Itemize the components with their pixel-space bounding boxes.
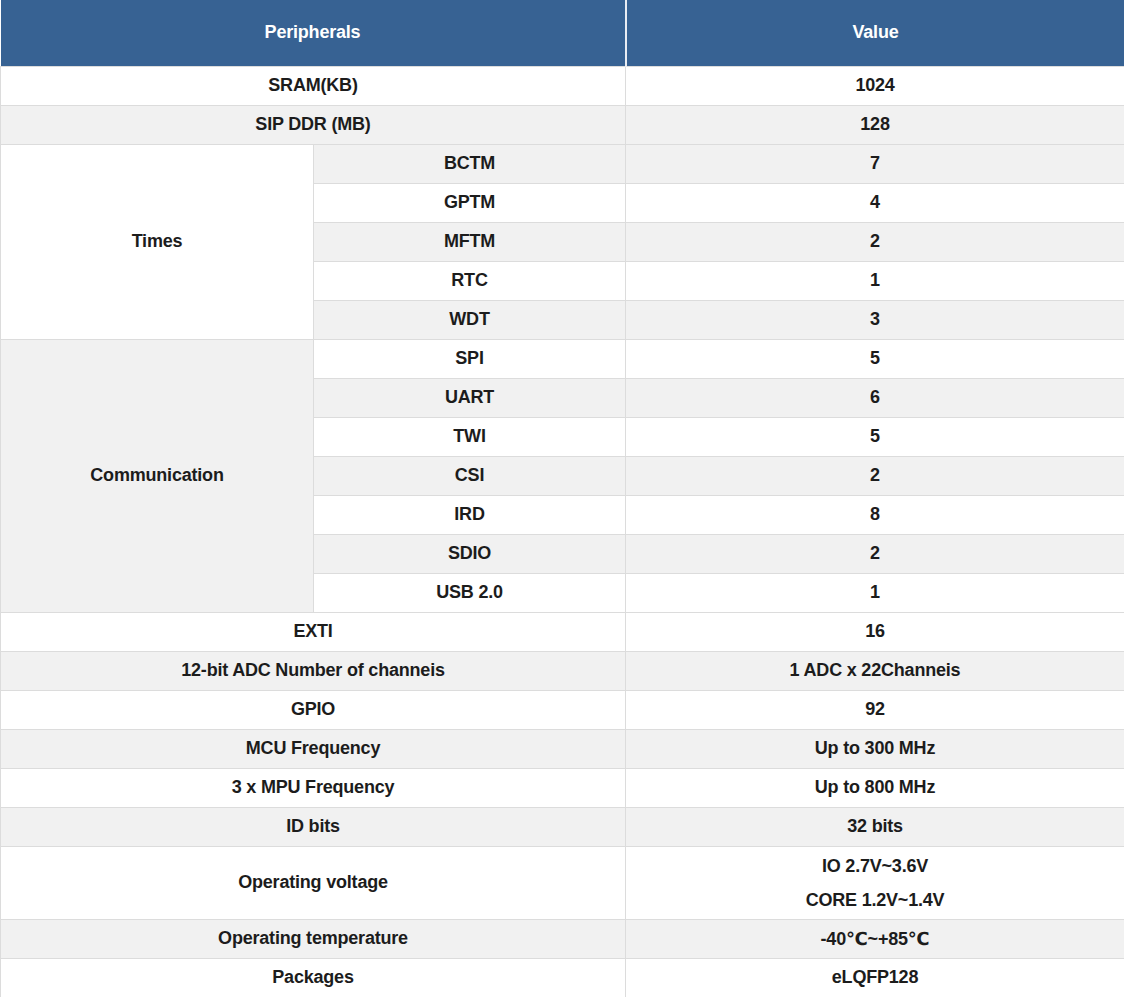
value-cell: 2: [626, 534, 1124, 573]
value-cell: -40℃~+85℃: [626, 919, 1124, 958]
value-cell: 1024: [626, 66, 1124, 105]
value-cell: 5: [626, 417, 1124, 456]
peripheral-cell: CSI: [314, 456, 626, 495]
header-value: Value: [626, 0, 1124, 66]
peripheral-cell: 12-bit ADC Number of channeis: [1, 651, 626, 690]
peripheral-cell: Operating voltage: [1, 846, 626, 919]
value-cell: 5: [626, 339, 1124, 378]
peripheral-cell: MCU Frequency: [1, 729, 626, 768]
header-peripherals: Peripherals: [1, 0, 626, 66]
value-cell: 32 bits: [626, 807, 1124, 846]
value-cell: 1 ADC x 22Channeis: [626, 651, 1124, 690]
value-cell: 16: [626, 612, 1124, 651]
group-cell-times: Times: [1, 144, 314, 339]
value-cell: 8: [626, 495, 1124, 534]
value-cell: IO 2.7V~3.6V CORE 1.2V~1.4V: [626, 846, 1124, 919]
voltage-io-line: IO 2.7V~3.6V: [626, 849, 1124, 883]
table-row: MCU Frequency Up to 300 MHz: [1, 729, 1124, 768]
table-row: EXTI 16: [1, 612, 1124, 651]
header-row: Peripherals Value: [1, 0, 1124, 66]
peripheral-cell: 3 x MPU Frequency: [1, 768, 626, 807]
table-row: SRAM(KB) 1024: [1, 66, 1124, 105]
peripheral-cell: USB 2.0: [314, 573, 626, 612]
peripheral-cell: Operating temperature: [1, 919, 626, 958]
group-cell-communication: Communication: [1, 339, 314, 612]
peripheral-cell: SRAM(KB): [1, 66, 626, 105]
value-cell: 2: [626, 456, 1124, 495]
peripheral-cell: Packages: [1, 958, 626, 997]
value-cell: 7: [626, 144, 1124, 183]
value-cell: 92: [626, 690, 1124, 729]
peripheral-cell: SIP DDR (MB): [1, 105, 626, 144]
table-row: ID bits 32 bits: [1, 807, 1124, 846]
value-cell: 128: [626, 105, 1124, 144]
peripheral-cell: GPTM: [314, 183, 626, 222]
peripheral-cell: IRD: [314, 495, 626, 534]
value-cell: 2: [626, 222, 1124, 261]
table-row: Packages eLQFP128: [1, 958, 1124, 997]
peripheral-cell: EXTI: [1, 612, 626, 651]
table-row: 12-bit ADC Number of channeis 1 ADC x 22…: [1, 651, 1124, 690]
value-cell: Up to 300 MHz: [626, 729, 1124, 768]
table-row: SIP DDR (MB) 128: [1, 105, 1124, 144]
peripherals-spec-page: Peripherals Value SRAM(KB) 1024 SIP DDR …: [0, 0, 1124, 997]
peripheral-cell: UART: [314, 378, 626, 417]
value-cell: 3: [626, 300, 1124, 339]
peripheral-cell: BCTM: [314, 144, 626, 183]
table-row: GPIO 92: [1, 690, 1124, 729]
table-row: Operating voltage IO 2.7V~3.6V CORE 1.2V…: [1, 846, 1124, 919]
table-row: Times BCTM 7: [1, 144, 1124, 183]
peripheral-cell: TWI: [314, 417, 626, 456]
value-cell: 1: [626, 573, 1124, 612]
peripheral-cell: GPIO: [1, 690, 626, 729]
peripheral-cell: MFTM: [314, 222, 626, 261]
table-row: Operating temperature -40℃~+85℃: [1, 919, 1124, 958]
peripherals-spec-table: Peripherals Value SRAM(KB) 1024 SIP DDR …: [0, 0, 1124, 997]
table-row: 3 x MPU Frequency Up to 800 MHz: [1, 768, 1124, 807]
value-cell: 1: [626, 261, 1124, 300]
voltage-core-line: CORE 1.2V~1.4V: [626, 883, 1124, 917]
value-cell: Up to 800 MHz: [626, 768, 1124, 807]
value-cell: 6: [626, 378, 1124, 417]
peripheral-cell: WDT: [314, 300, 626, 339]
table-row: Communication SPI 5: [1, 339, 1124, 378]
value-cell: eLQFP128: [626, 958, 1124, 997]
peripheral-cell: RTC: [314, 261, 626, 300]
value-cell: 4: [626, 183, 1124, 222]
peripheral-cell: ID bits: [1, 807, 626, 846]
peripheral-cell: SDIO: [314, 534, 626, 573]
peripheral-cell: SPI: [314, 339, 626, 378]
